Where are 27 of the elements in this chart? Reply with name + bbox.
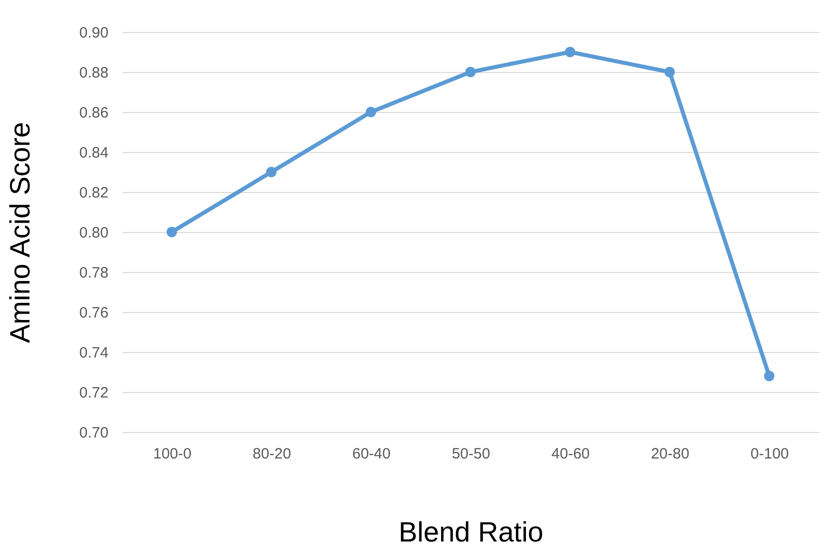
point (764, 370, 774, 382)
y-tick-label: 0.82 (79, 184, 108, 202)
y-tick-label: 0.88 (79, 64, 108, 82)
point (664, 66, 675, 78)
y-tick-label: 0.70 (79, 424, 108, 442)
x-tick-label: 60-40 (352, 446, 391, 462)
x-tick-label: 40-60 (551, 446, 590, 462)
y-tick-label: 0.80 (79, 224, 108, 242)
y-tick-label: 0.78 (79, 264, 108, 282)
y-tick-label: 0.90 (79, 24, 108, 42)
y-tick-label: 0.76 (79, 304, 108, 322)
point (465, 66, 476, 78)
x-tick-label: 80-20 (252, 446, 292, 462)
point (266, 166, 277, 178)
x-tick-label: 100-0 (153, 446, 192, 462)
point (366, 106, 376, 118)
y-tick-label: 0.74 (79, 344, 108, 362)
x-tick-label: 20-80 (650, 446, 690, 462)
y-tick-label: 0.84 (79, 144, 108, 162)
x-axis-title: Blend Ratio (398, 516, 544, 547)
y-tick-label: 0.72 (79, 384, 108, 402)
point (564, 46, 576, 58)
x-tick-label: 0-100 (750, 446, 789, 462)
y-tick-label: 0.86 (79, 104, 108, 122)
point (166, 226, 178, 238)
y-axis-title: Amino Acid Score (4, 122, 36, 343)
x-tick-label: 50-50 (452, 446, 490, 462)
